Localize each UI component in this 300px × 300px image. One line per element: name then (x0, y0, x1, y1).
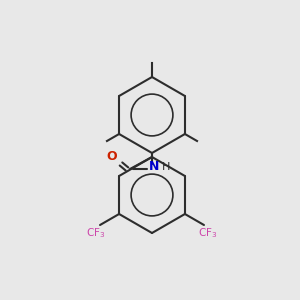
Text: O: O (107, 151, 117, 164)
Text: CF$_3$: CF$_3$ (86, 226, 106, 240)
Text: CF$_3$: CF$_3$ (198, 226, 218, 240)
Text: N: N (149, 160, 159, 173)
Text: H: H (162, 162, 170, 172)
